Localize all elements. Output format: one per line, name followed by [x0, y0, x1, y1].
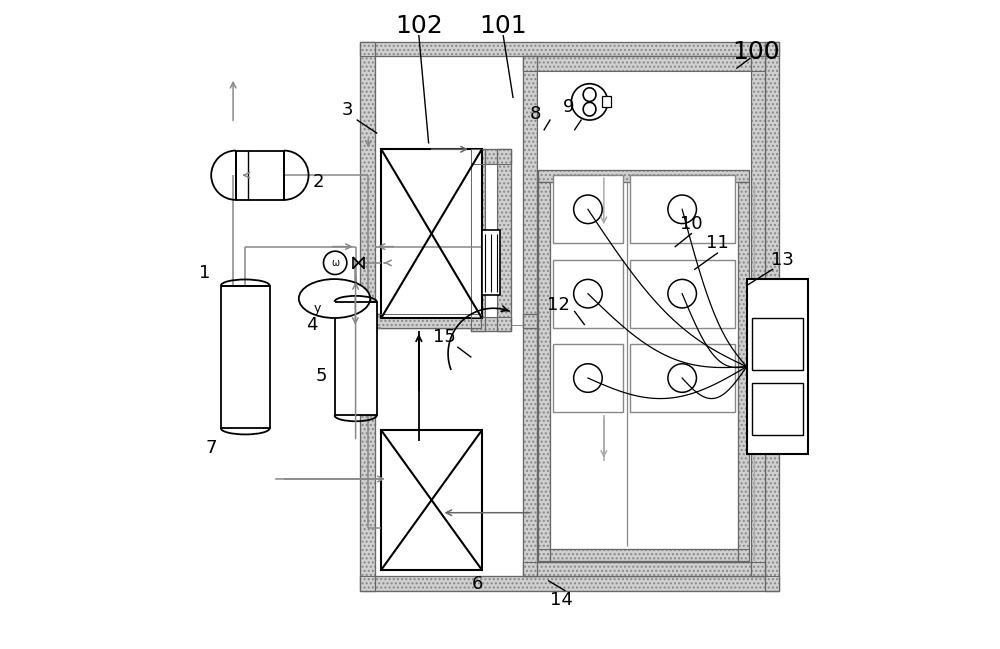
- Bar: [360, 42, 779, 56]
- Bar: [751, 56, 765, 576]
- Bar: [471, 149, 511, 164]
- Bar: [523, 314, 537, 328]
- Bar: [360, 42, 779, 56]
- Bar: [738, 182, 749, 561]
- Bar: [375, 56, 523, 324]
- Bar: [523, 562, 765, 576]
- Bar: [381, 430, 482, 570]
- Bar: [523, 314, 537, 328]
- Text: 8: 8: [530, 104, 541, 123]
- Bar: [630, 175, 735, 243]
- Bar: [523, 562, 765, 576]
- Bar: [738, 182, 749, 561]
- Text: 102: 102: [395, 14, 443, 38]
- Bar: [360, 576, 779, 591]
- Bar: [471, 149, 485, 331]
- Bar: [630, 344, 735, 412]
- Bar: [471, 149, 511, 164]
- Text: 14: 14: [550, 591, 573, 609]
- Text: 11: 11: [706, 234, 729, 252]
- Bar: [538, 170, 749, 182]
- Bar: [751, 56, 765, 576]
- Bar: [482, 230, 500, 295]
- Bar: [485, 164, 497, 317]
- Text: y: y: [313, 302, 321, 315]
- Text: 6: 6: [472, 575, 483, 593]
- Bar: [765, 42, 779, 591]
- Bar: [375, 314, 481, 328]
- Bar: [236, 151, 284, 200]
- Bar: [538, 549, 749, 561]
- Bar: [375, 314, 481, 328]
- Bar: [381, 149, 482, 318]
- Text: 5: 5: [316, 367, 327, 386]
- Text: 7: 7: [205, 439, 217, 457]
- Text: 13: 13: [771, 251, 794, 269]
- Bar: [523, 56, 765, 71]
- Bar: [471, 317, 511, 331]
- Text: 3: 3: [342, 101, 353, 119]
- Bar: [471, 149, 485, 331]
- Bar: [553, 344, 623, 412]
- Bar: [360, 42, 375, 591]
- Text: 12: 12: [547, 296, 570, 314]
- Text: 2: 2: [313, 173, 324, 191]
- Bar: [747, 279, 808, 454]
- Bar: [752, 383, 803, 435]
- Bar: [497, 149, 511, 331]
- Bar: [602, 97, 611, 107]
- Bar: [765, 42, 779, 591]
- Bar: [553, 175, 623, 243]
- Bar: [523, 56, 537, 576]
- Text: 101: 101: [479, 14, 527, 38]
- Bar: [471, 317, 511, 331]
- Text: 15: 15: [433, 328, 456, 347]
- Bar: [538, 182, 550, 561]
- Bar: [523, 56, 765, 71]
- Text: 9: 9: [562, 98, 574, 116]
- Bar: [360, 576, 779, 591]
- Bar: [497, 149, 511, 331]
- Bar: [537, 71, 751, 562]
- Bar: [523, 56, 537, 576]
- Bar: [538, 170, 749, 182]
- Bar: [375, 314, 481, 328]
- Bar: [538, 549, 749, 561]
- Ellipse shape: [299, 279, 370, 318]
- Bar: [375, 314, 481, 328]
- Bar: [335, 302, 377, 415]
- Bar: [221, 286, 270, 428]
- Text: 1: 1: [199, 263, 210, 282]
- Bar: [360, 42, 375, 591]
- Bar: [538, 182, 550, 561]
- Bar: [752, 318, 803, 370]
- Text: 100: 100: [733, 40, 780, 64]
- Bar: [630, 260, 735, 328]
- Text: 4: 4: [306, 315, 318, 334]
- Text: 10: 10: [680, 215, 703, 233]
- Bar: [553, 260, 623, 328]
- Text: ω: ω: [331, 258, 339, 268]
